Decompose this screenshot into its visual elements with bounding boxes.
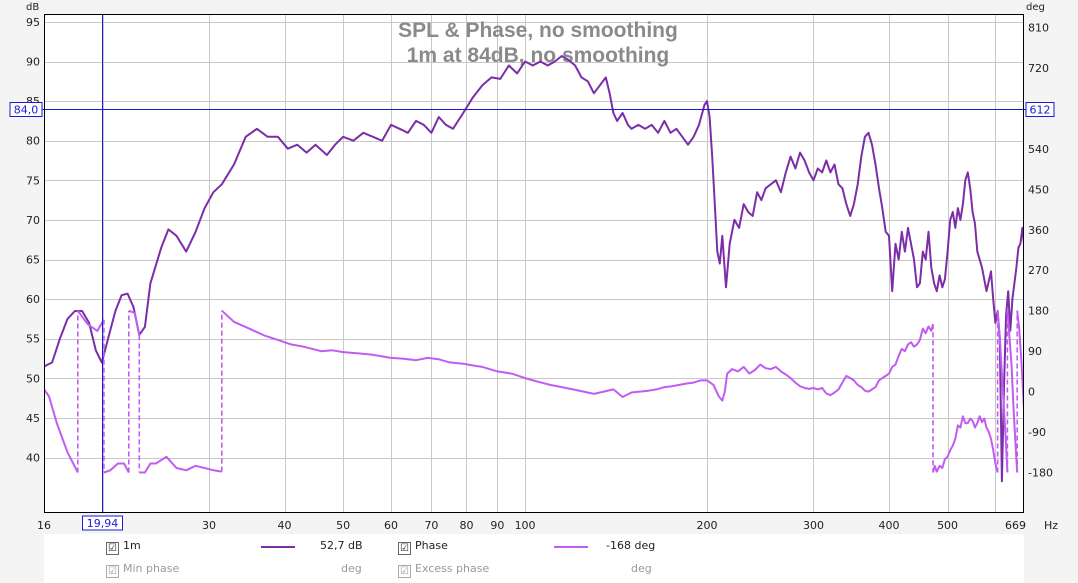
left-tick-label: 95 — [26, 16, 40, 29]
legend-row-2: ☑ Min phase deg ☑ Excess phase deg — [44, 559, 1024, 579]
x-tick-label: 70 — [424, 519, 438, 532]
checkbox-min-phase[interactable]: ☑ — [106, 565, 119, 578]
left-tick-label: 45 — [26, 412, 40, 425]
legend-spl-label: 1m — [123, 539, 141, 552]
series-phase — [44, 309, 1024, 474]
right-axis-unit: deg — [1026, 2, 1045, 13]
right-tick-label: -180 — [1028, 467, 1053, 480]
legend-spl-swatch — [261, 546, 295, 548]
cursor[interactable]: 84,0 612 19,94 — [9, 14, 1055, 531]
cursor-y-right-readout: 612 — [1030, 104, 1051, 117]
legend-phase-label: Phase — [415, 539, 448, 552]
right-tick-label: 90 — [1028, 345, 1042, 358]
series-line — [44, 55, 1024, 483]
x-tick-label: 30 — [202, 519, 216, 532]
x-tick-label: 80 — [459, 519, 473, 532]
cursor-y-right-readout-box — [1025, 102, 1055, 117]
right-tick-label: 450 — [1028, 183, 1049, 196]
cursor-x-readout: 19,94 — [87, 517, 119, 530]
chart-title: SPL & Phase, no smoothing — [398, 19, 678, 42]
checkbox-excess-phase[interactable]: ☑ — [398, 565, 411, 578]
right-tick-label: 0 — [1028, 386, 1035, 399]
cursor-y-left-readout: 84,0 — [14, 104, 39, 117]
right-tick-label: 270 — [1028, 264, 1049, 277]
legend-excess-phase-unit: deg — [631, 562, 652, 575]
checkbox-phase[interactable]: ☑ — [398, 542, 411, 555]
left-tick-label: 40 — [26, 452, 40, 465]
chart-subtitle: 1m at 84dB, no smoothing — [407, 44, 670, 67]
plot-area[interactable] — [44, 14, 1024, 513]
x-axis-unit: Hz — [1044, 519, 1058, 532]
legend-item-excess-phase[interactable]: ☑ Excess phase — [398, 562, 489, 578]
plot-border — [44, 14, 1024, 513]
x-tick-label: 500 — [937, 519, 958, 532]
left-tick-label: 90 — [26, 56, 40, 69]
legend-min-phase-label: Min phase — [123, 562, 180, 575]
series-layer — [44, 55, 1024, 483]
x-tick-label: 90 — [490, 519, 504, 532]
spl-phase-chart: 404550556065707580859095-180-90090180270… — [9, 2, 1058, 532]
x-tick-label: 40 — [278, 519, 292, 532]
x-tick-label: 200 — [697, 519, 718, 532]
x-tick-label: 100 — [515, 519, 536, 532]
legend-min-phase-unit: deg — [341, 562, 362, 575]
right-tick-label: -90 — [1028, 426, 1046, 439]
x-tick-label: 16 — [37, 519, 51, 532]
legend-row-1: ☑ 1m 52,7 dB ☑ Phase -168 deg — [44, 536, 1024, 556]
left-tick-label: 80 — [26, 135, 40, 148]
left-tick-label: 60 — [26, 293, 40, 306]
grid — [44, 14, 1024, 513]
right-tick-label: 810 — [1028, 21, 1049, 34]
left-tick-label: 65 — [26, 254, 40, 267]
x-tick-label: 400 — [878, 519, 899, 532]
x-tick-label: 50 — [336, 519, 350, 532]
left-tick-label: 50 — [26, 372, 40, 385]
legend-spl-value: 52,7 dB — [320, 539, 363, 552]
legend-item-min-phase[interactable]: ☑ Min phase — [106, 562, 179, 578]
cursor-x-readout-box — [82, 515, 123, 531]
right-tick-label: 180 — [1028, 305, 1049, 318]
cursor-y-left-readout-box — [9, 102, 43, 117]
legend-panel: ☑ 1m 52,7 dB ☑ Phase -168 deg ☑ Min phase d… — [44, 534, 1024, 583]
series-1m — [44, 55, 1024, 483]
legend-phase-value: -168 deg — [606, 539, 656, 552]
right-tick-label: 540 — [1028, 143, 1049, 156]
legend-phase-swatch — [554, 546, 588, 548]
left-axis-unit: dB — [26, 2, 39, 13]
checkbox-spl[interactable]: ☑ — [106, 542, 119, 555]
legend-excess-phase-label: Excess phase — [415, 562, 490, 575]
right-tick-label: 360 — [1028, 224, 1049, 237]
left-tick-label: 55 — [26, 333, 40, 346]
phase-wrap-dashes — [77, 310, 1018, 473]
left-tick-label: 70 — [26, 214, 40, 227]
x-tick-label: 669 — [1005, 519, 1026, 532]
series-line — [44, 309, 1024, 474]
legend-item-phase[interactable]: ☑ Phase — [398, 539, 448, 555]
axis-ticks: 404550556065707580859095-180-90090180270… — [26, 2, 1058, 532]
right-tick-label: 720 — [1028, 62, 1049, 75]
legend-item-spl[interactable]: ☑ 1m — [106, 539, 141, 555]
left-tick-label: 75 — [26, 174, 40, 187]
x-tick-label: 300 — [803, 519, 824, 532]
x-tick-label: 60 — [384, 519, 398, 532]
